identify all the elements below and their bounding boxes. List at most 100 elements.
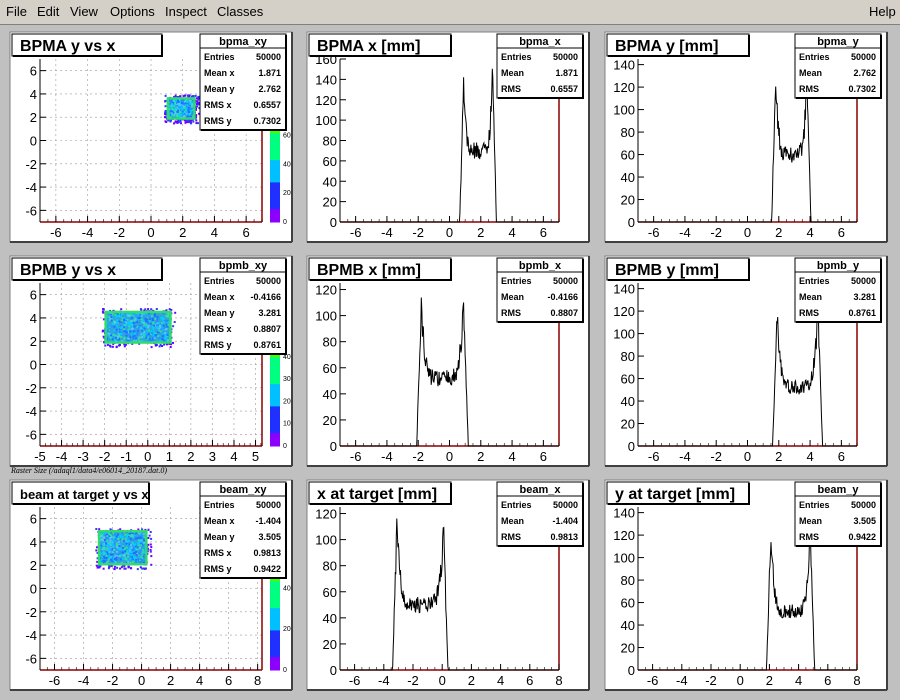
heatmap-cell [144,528,147,531]
heatmap-cell [150,537,153,540]
x-tick-label: -2 [407,673,419,688]
heatmap-cell [191,103,194,106]
heatmap-cell [143,561,146,564]
heatmap-cell [172,109,175,112]
palette-tick-label: 10 [283,421,291,428]
heatmap-cell [152,338,155,341]
stats-value: 50000 [553,500,578,510]
heatmap-cell [179,109,182,112]
heatmap-cell [125,320,128,323]
heatmap-cell [179,120,182,122]
heatmap-cell [182,103,184,106]
palette-tick-label: 0 [283,219,287,226]
menu-inspect[interactable]: Inspect [165,4,207,19]
heatmap-cell [119,528,122,531]
x-tick-label: 4 [497,673,504,688]
heatmap-cell [116,335,119,338]
stats-box-frame [496,257,584,323]
palette-tick-label: 40 [283,161,291,168]
x-tick-label: -5 [34,449,46,464]
stats-box-frame [199,33,287,131]
y-tick-label: 2 [30,110,37,125]
heatmap-cell [137,542,140,545]
heatmap-cell [147,543,150,546]
x-tick-label: -4 [56,449,68,464]
heatmap-cell [131,541,134,544]
heatmap-cell [117,314,120,317]
stats-value: 0.6557 [550,84,578,94]
y-tick-label: 60 [621,372,635,387]
palette-bar-cell [270,137,280,143]
heatmap-cell [123,318,126,321]
heatmap-cell [188,113,191,116]
heatmap-cell [145,323,148,326]
heatmap-cell [116,319,119,322]
heatmap-cell [113,568,116,571]
heatmap-cell [137,552,140,555]
heatmap-cell [108,531,111,534]
heatmap-cell [139,315,142,318]
heatmap-cell [170,112,173,115]
heatmap-cell [162,324,165,327]
heatmap-cell [139,308,142,311]
stats-value: 50000 [256,52,281,62]
heatmap-cell [118,320,121,323]
heatmap-cell [106,548,109,551]
heatmap-cell [169,346,172,348]
y-tick-label: 20 [323,637,337,652]
heatmap-cell [123,553,126,556]
heatmap-cell [197,122,199,125]
heatmap-cell [109,528,112,531]
heatmap-cell [143,331,146,334]
heatmap-cell [132,549,134,552]
menu-options[interactable]: Options [110,4,155,19]
heatmap-cell [110,542,113,545]
heatmap-cell [197,95,200,98]
x-tick-label: -4 [679,449,691,464]
palette-bar-cell [270,580,280,586]
heatmap-cell [110,314,113,317]
heatmap-cell [172,104,175,107]
y-tick-label: -6 [25,427,37,442]
y-tick-label: 0 [330,215,337,230]
y-tick-label: 120 [315,93,337,108]
menu-file[interactable]: File [6,4,27,19]
heatmap-cell [150,346,153,349]
heatmap-cell [174,311,177,314]
stats-value: 0.8807 [550,308,578,318]
heatmap-cell [118,543,121,546]
heatmap-cell [147,528,150,531]
heatmap-cell [133,555,136,558]
heatmap-cell [175,114,178,117]
heatmap-cell [192,95,195,98]
heatmap-cell [166,314,169,317]
heatmap-cell [182,95,185,98]
heatmap-cell [98,528,101,531]
palette-bar-cell [270,388,280,394]
heatmap-cell [140,539,143,542]
heatmap-cell [125,552,128,555]
x-tick-label: 2 [477,449,484,464]
heatmap-cell [149,323,152,326]
menu-edit[interactable]: Edit [37,4,60,19]
heatmap-cell [151,332,153,335]
heatmap-cell [144,332,147,335]
y-tick-label: 100 [613,103,635,118]
heatmap-cell [173,96,175,99]
heatmap-cell [171,110,174,113]
heatmap-cell [96,560,99,563]
heatmap-cell [121,538,124,541]
heatmap-cell [182,100,185,103]
heatmap-cell [139,561,142,563]
heatmap-cell [168,100,171,103]
heatmap-cell [142,327,145,330]
menu-view[interactable]: View [70,4,98,19]
heatmap-cell [106,535,109,538]
heatmap-cell [110,316,113,319]
stats-value: 3.281 [258,308,281,318]
stats-label: Mean y [204,84,235,94]
heatmap-cell [107,549,110,552]
menu-help[interactable]: Help [869,4,896,19]
stats-label: Entries [204,500,235,510]
menu-classes[interactable]: Classes [217,4,264,19]
